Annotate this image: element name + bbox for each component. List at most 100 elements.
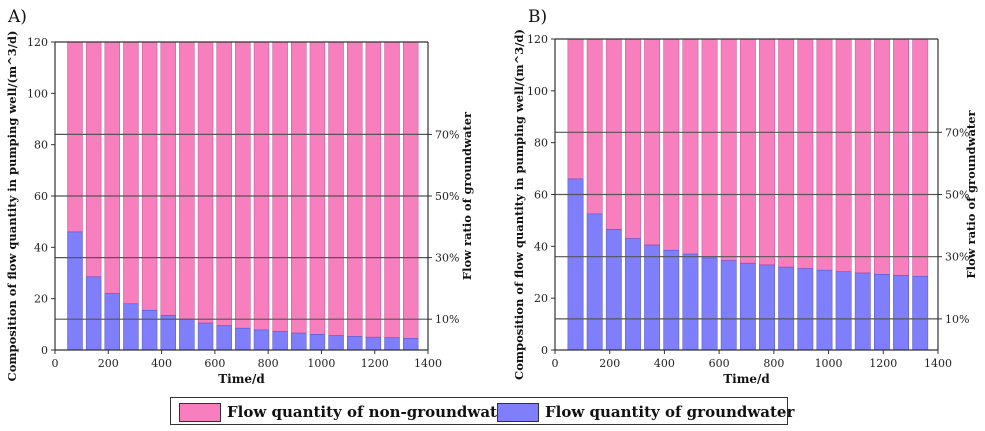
y-tick-label: 40 xyxy=(534,240,548,253)
y-axis-title: Composition of flow quantity in pumping … xyxy=(512,29,526,380)
bar-groundwater xyxy=(365,336,382,351)
ratio-label: 10% xyxy=(435,313,459,326)
bar-groundwater xyxy=(328,335,344,351)
x-tick-label: 600 xyxy=(709,357,730,370)
bar-groundwater xyxy=(347,336,363,351)
bar-non-groundwater xyxy=(893,38,909,276)
legend-swatch-groundwater xyxy=(497,402,539,422)
x-axis-title: Time/d xyxy=(218,372,265,386)
bar-non-groundwater xyxy=(67,41,83,233)
bar-non-groundwater xyxy=(402,41,419,339)
ratio-label: 70% xyxy=(435,128,459,141)
bar-groundwater xyxy=(605,229,622,351)
y-tick-label: 80 xyxy=(34,139,48,152)
bar-groundwater xyxy=(874,274,890,351)
bar-groundwater xyxy=(720,260,737,351)
y-tick-label: 60 xyxy=(534,189,548,202)
bar-non-groundwater xyxy=(309,41,326,335)
bar-groundwater xyxy=(309,334,326,351)
ratio-label: 30% xyxy=(945,251,969,264)
bar-non-groundwater xyxy=(739,38,756,264)
bar-non-groundwater xyxy=(347,41,363,337)
bar-non-groundwater xyxy=(291,41,307,334)
bar-non-groundwater xyxy=(197,41,214,324)
y-axis-title: Composition of flow quantity in pumping … xyxy=(5,31,19,382)
x-tick-label: 1000 xyxy=(815,357,843,370)
bar-non-groundwater xyxy=(701,38,718,259)
bar-groundwater xyxy=(625,238,641,351)
bar-groundwater xyxy=(816,269,833,351)
bar-non-groundwater xyxy=(759,38,775,266)
bar-non-groundwater xyxy=(160,41,176,316)
x-axis-title: Time/d xyxy=(723,372,770,386)
y-tick-label: 0 xyxy=(541,344,548,357)
bar-groundwater xyxy=(141,309,158,351)
x-tick-label: 0 xyxy=(52,357,59,370)
bar-non-groundwater xyxy=(835,38,852,272)
bar-groundwater xyxy=(912,276,929,351)
bar-groundwater xyxy=(854,272,871,351)
bar-groundwater xyxy=(123,303,139,351)
bar-groundwater xyxy=(644,244,661,351)
bar-non-groundwater xyxy=(328,41,344,336)
x-tick-label: 1400 xyxy=(924,357,952,370)
bar-non-groundwater xyxy=(625,38,641,239)
bar-groundwater xyxy=(160,315,176,351)
bar-non-groundwater xyxy=(235,41,251,329)
x-tick-label: 400 xyxy=(151,357,172,370)
bar-groundwater xyxy=(402,338,419,351)
y-tick-label: 100 xyxy=(27,87,48,100)
y2-axis-title: Flow ratio of groundwater xyxy=(964,109,978,278)
bar-groundwater xyxy=(253,329,270,351)
y2-axis-title: Flow ratio of groundwater xyxy=(460,111,474,280)
bar-non-groundwater xyxy=(644,38,661,246)
bar-groundwater xyxy=(384,337,400,351)
ratio-label: 30% xyxy=(435,252,459,265)
bar-non-groundwater xyxy=(720,38,737,261)
legend-swatch-non-groundwater xyxy=(179,402,221,422)
bar-non-groundwater xyxy=(272,41,288,332)
y-tick-label: 20 xyxy=(534,292,548,305)
x-tick-label: 200 xyxy=(599,357,620,370)
legend: Flow quantity of non-groundwater Flow qu… xyxy=(170,397,794,425)
bar-groundwater xyxy=(272,331,288,351)
bar-groundwater xyxy=(759,264,775,351)
x-tick-label: 1000 xyxy=(307,357,335,370)
bar-groundwater xyxy=(197,322,214,351)
bar-non-groundwater xyxy=(778,38,795,268)
bar-non-groundwater xyxy=(682,38,699,255)
x-tick-label: 1400 xyxy=(414,357,442,370)
bar-non-groundwater xyxy=(216,41,232,326)
bar-non-groundwater xyxy=(586,38,603,215)
y-tick-label: 20 xyxy=(34,293,48,306)
x-tick-label: 600 xyxy=(204,357,225,370)
bar-groundwater xyxy=(586,213,603,351)
bar-non-groundwater xyxy=(384,41,400,338)
x-tick-label: 800 xyxy=(258,357,279,370)
x-tick-label: 0 xyxy=(552,357,559,370)
bar-groundwater xyxy=(893,275,909,351)
x-tick-label: 1200 xyxy=(361,357,389,370)
bar-non-groundwater xyxy=(605,38,622,230)
ratio-label: 70% xyxy=(945,126,969,139)
bar-non-groundwater xyxy=(253,41,270,331)
ratio-label: 50% xyxy=(435,190,459,203)
bar-groundwater xyxy=(85,276,102,351)
bar-non-groundwater xyxy=(912,38,929,277)
x-tick-label: 200 xyxy=(98,357,119,370)
bar-non-groundwater xyxy=(567,38,584,180)
ratio-label: 10% xyxy=(945,313,969,326)
bar-non-groundwater xyxy=(663,38,680,251)
x-tick-label: 800 xyxy=(763,357,784,370)
legend-item-groundwater: Flow quantity of groundwater xyxy=(497,402,794,422)
bar-non-groundwater xyxy=(123,41,139,305)
bar-groundwater xyxy=(291,332,307,351)
x-tick-label: 400 xyxy=(654,357,675,370)
y-tick-label: 60 xyxy=(34,190,48,203)
bar-groundwater xyxy=(797,268,814,351)
bar-groundwater xyxy=(216,325,232,351)
y-tick-label: 100 xyxy=(527,85,548,98)
bar-groundwater xyxy=(682,253,699,351)
